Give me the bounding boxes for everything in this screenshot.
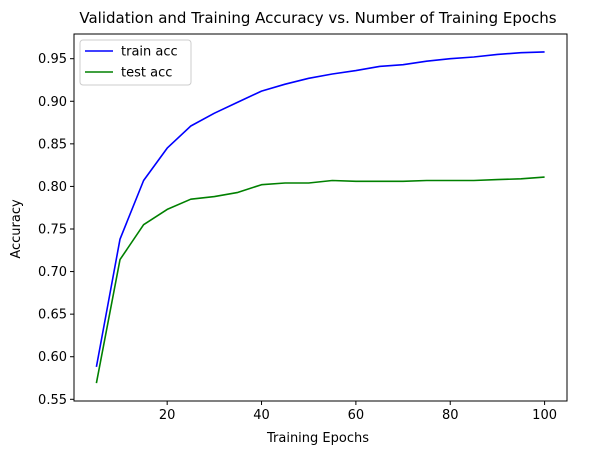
series-line-test-acc — [95, 176, 545, 384]
y-tick-label: 0.75 — [38, 222, 67, 237]
x-tick-label: 20 — [159, 408, 176, 423]
series-line-train-acc — [95, 51, 545, 368]
y-tick-label: 0.90 — [38, 95, 67, 110]
x-tick-label: 40 — [253, 408, 270, 423]
x-tick-label: 100 — [532, 408, 557, 423]
y-tick-label: 0.60 — [38, 350, 67, 365]
plot-frame — [73, 33, 568, 402]
y-axis-label: Accuracy — [9, 199, 24, 259]
y-tick-label: 0.65 — [38, 308, 67, 323]
y-tick-label: 0.85 — [38, 137, 67, 152]
x-tick-label: 60 — [348, 408, 365, 423]
x-axis-ticks: 20 40 60 80 100 — [159, 401, 557, 423]
y-tick-label: 0.80 — [38, 180, 67, 195]
y-tick-label: 0.95 — [38, 52, 67, 67]
y-axis-ticks: 0.55 0.60 0.65 0.70 0.75 0.80 0.85 0.90 0.95 — [38, 52, 74, 408]
chart-title: Validation and Training Accuracy vs. Num… — [79, 9, 556, 27]
legend: train acc test acc — [79, 39, 192, 86]
x-axis-label: Training Epochs — [266, 431, 369, 446]
x-tick-label: 80 — [442, 408, 459, 423]
y-tick-label: 0.70 — [38, 265, 67, 280]
plot-lines — [95, 51, 545, 384]
legend-entry-label: train acc — [121, 45, 178, 60]
y-tick-label: 0.55 — [38, 393, 67, 408]
legend-entry-label: test acc — [121, 66, 172, 81]
